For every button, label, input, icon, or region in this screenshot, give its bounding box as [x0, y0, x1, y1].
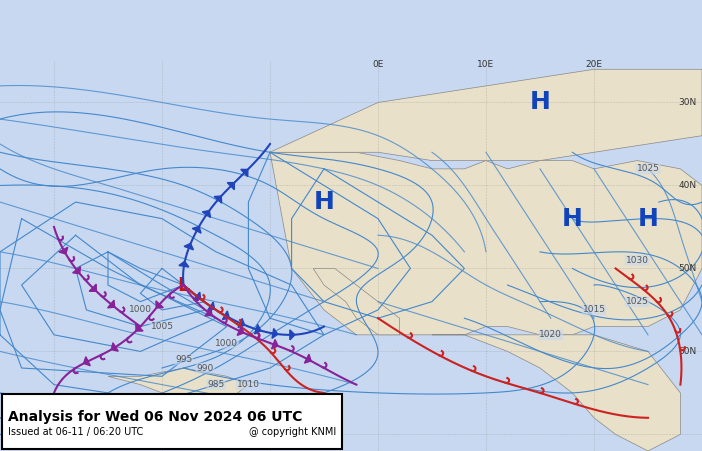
- Polygon shape: [227, 183, 234, 190]
- Polygon shape: [107, 300, 114, 308]
- Polygon shape: [305, 354, 311, 363]
- Text: 1015: 1015: [583, 305, 606, 314]
- Polygon shape: [0, 401, 76, 434]
- Text: Issued at 06-11 / 06:20 UTC: Issued at 06-11 / 06:20 UTC: [8, 427, 143, 437]
- Text: 0E: 0E: [372, 60, 384, 69]
- Polygon shape: [194, 292, 201, 300]
- Text: 1005: 1005: [150, 322, 173, 331]
- Text: L: L: [178, 276, 190, 295]
- Text: H: H: [637, 207, 658, 230]
- Text: Analysis for Wed 06 Nov 2024 06 UTC: Analysis for Wed 06 Nov 2024 06 UTC: [8, 410, 303, 424]
- Text: 30N: 30N: [678, 98, 696, 107]
- Text: H: H: [529, 91, 550, 115]
- FancyBboxPatch shape: [2, 394, 342, 449]
- Polygon shape: [241, 170, 248, 176]
- Text: 20E: 20E: [585, 60, 602, 69]
- Text: H: H: [562, 207, 583, 230]
- Polygon shape: [290, 330, 295, 340]
- Polygon shape: [59, 247, 68, 254]
- Polygon shape: [223, 311, 229, 320]
- Polygon shape: [313, 268, 399, 335]
- Polygon shape: [237, 327, 244, 336]
- Text: 1020: 1020: [539, 330, 562, 339]
- Polygon shape: [179, 261, 189, 267]
- Text: 10E: 10E: [477, 60, 495, 69]
- Polygon shape: [136, 324, 143, 331]
- Polygon shape: [255, 324, 261, 334]
- Text: 1000: 1000: [129, 305, 152, 314]
- Text: 995: 995: [175, 355, 192, 364]
- Text: H: H: [314, 190, 334, 214]
- Polygon shape: [272, 340, 278, 349]
- Polygon shape: [238, 318, 244, 327]
- Polygon shape: [214, 196, 222, 203]
- Polygon shape: [432, 335, 680, 451]
- Text: 1030: 1030: [625, 256, 649, 265]
- Polygon shape: [205, 308, 212, 316]
- Text: 990: 990: [197, 364, 214, 373]
- Polygon shape: [108, 368, 249, 401]
- Text: 50N: 50N: [678, 264, 696, 273]
- Text: 60N: 60N: [678, 347, 696, 356]
- Text: @ copyright KNMI: @ copyright KNMI: [249, 427, 336, 437]
- Polygon shape: [112, 343, 118, 351]
- Polygon shape: [72, 267, 81, 274]
- Text: 985: 985: [207, 380, 225, 389]
- Polygon shape: [184, 244, 194, 250]
- Polygon shape: [270, 69, 702, 161]
- Text: 1010: 1010: [312, 397, 336, 406]
- Text: 1010: 1010: [237, 380, 260, 389]
- Text: 1025: 1025: [625, 297, 649, 306]
- Text: 40N: 40N: [678, 181, 696, 190]
- Polygon shape: [202, 211, 211, 217]
- Polygon shape: [208, 302, 215, 310]
- Polygon shape: [156, 301, 164, 308]
- Polygon shape: [192, 226, 201, 233]
- Polygon shape: [89, 284, 96, 291]
- Text: 1000: 1000: [216, 339, 238, 348]
- Polygon shape: [84, 357, 91, 366]
- Polygon shape: [270, 152, 702, 335]
- Text: 1025: 1025: [637, 164, 659, 173]
- Polygon shape: [272, 328, 278, 338]
